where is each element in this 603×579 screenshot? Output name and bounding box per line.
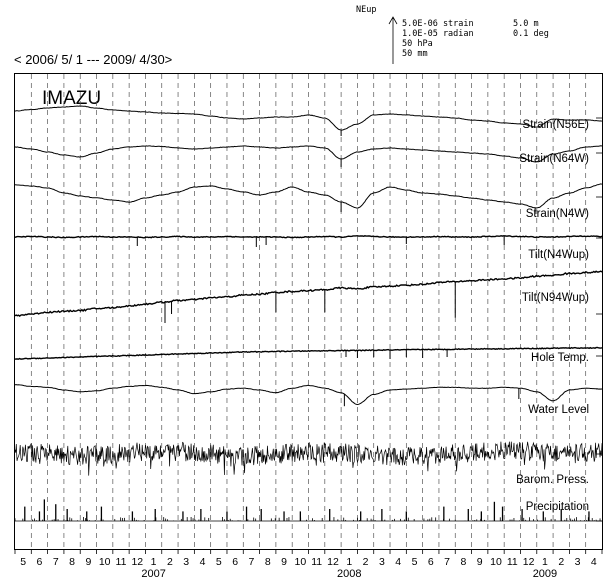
x-year-label: 2008 (337, 568, 361, 579)
x-tick-label: 5 (20, 556, 26, 568)
series-Strain(N56E): Strain(N56E) (14, 105, 603, 136)
period-label: < 2006/ 5/ 1 --- 2009/ 4/30> (14, 52, 172, 67)
x-tick-label: 3 (575, 556, 581, 568)
x-axis: 5 6 7 8 9 10 11 12 1 2 3 4 5 6 7 8 9 10 11 12 1 2 3 4 5 6 7 8 9 10 11 1… (14, 549, 603, 579)
x-tick-label: 10 (99, 556, 111, 568)
x-tick-label: 11 (507, 556, 518, 568)
x-tick-label: 3 (183, 556, 189, 568)
series-label: Hole Temp. (531, 352, 589, 364)
station-label: IMAZU (42, 88, 101, 109)
x-tick-label: 4 (395, 556, 401, 568)
scale-title: NEup (356, 5, 376, 15)
x-tick-label: 2 (558, 556, 564, 568)
scale-row-0-label: 5.0E-06 strain (402, 19, 474, 29)
x-tick-label: 2 (167, 556, 173, 568)
x-tick-label: 1 (346, 556, 352, 568)
series-line (14, 234, 603, 239)
x-tick-label: 2 (363, 556, 369, 568)
x-tick-label: 6 (428, 556, 434, 568)
north-arrow-icon (388, 16, 398, 64)
x-tick-label: 7 (249, 556, 255, 568)
series-layer: Strain(N56E) Strain(N64W) Strain(N4W) Tilt(… (14, 105, 603, 522)
series-label: Tilt(N4Wup) (528, 249, 589, 261)
x-tick-label: 4 (591, 556, 597, 568)
series-label: Strain(N64W) (519, 153, 589, 165)
grid-lines (30, 74, 587, 549)
series-line (14, 441, 603, 476)
series-Precipitation: Precipitation (14, 499, 602, 522)
x-tick-label: 12 (327, 556, 339, 568)
x-tick-label: 1 (542, 556, 548, 568)
x-tick-label: 8 (69, 556, 75, 568)
series-line (14, 183, 603, 209)
x-tick-label: 9 (477, 556, 483, 568)
series-label: Precipitation (526, 501, 589, 513)
x-tick-label: 5 (412, 556, 418, 568)
x-tick-label: 10 (490, 556, 502, 568)
series-Hole Temp.: Hole Temp. (14, 346, 603, 364)
x-tick-label: 7 (53, 556, 59, 568)
x-tick-label: 10 (295, 556, 307, 568)
x-tick-label: 6 (37, 556, 43, 568)
x-year-label: 2009 (533, 568, 557, 579)
scale-row-2-label: 50 hPa (402, 39, 433, 49)
scale-row-1-right: 0.1 deg (513, 29, 549, 39)
series-label: Strain(N4W) (526, 208, 589, 220)
series-line (14, 270, 603, 317)
x-tick-label: 5 (216, 556, 222, 568)
x-tick-label: 7 (444, 556, 450, 568)
series-Tilt(N4Wup): Tilt(N4Wup) (14, 234, 603, 261)
x-tick-label: 12 (523, 556, 535, 568)
series-Strain(N4W): Strain(N4W) (14, 183, 603, 220)
scale-row-1-label: 1.0E-05 radian (402, 29, 474, 39)
series-line (14, 105, 603, 131)
scale-row-0-right: 5.0 m (513, 19, 539, 29)
x-year-label: 2007 (141, 568, 165, 579)
series-Barom. Press.: Barom. Press. (14, 441, 603, 486)
series-Strain(N64W): Strain(N64W) (14, 145, 603, 167)
x-tick-label: 3 (379, 556, 385, 568)
series-label: Tilt(N94Wup) (522, 292, 589, 304)
series-Tilt(N94Wup): Tilt(N94Wup) (14, 270, 603, 323)
series-label: Barom. Press. (516, 474, 589, 486)
x-tick-label: 11 (116, 556, 127, 568)
series-label: Strain(N56E) (523, 119, 590, 131)
series-line (14, 384, 603, 406)
x-tick-label: 9 (85, 556, 91, 568)
x-tick-label: 4 (200, 556, 206, 568)
scale-row-3-label: 50 mm (402, 49, 428, 59)
x-tick-label: 6 (232, 556, 238, 568)
series-line (14, 346, 603, 360)
series-Water Level: Water Level (14, 384, 603, 416)
x-tick-label: 8 (460, 556, 466, 568)
series-line (14, 145, 603, 163)
x-tick-label: 8 (265, 556, 271, 568)
series-label: Water Level (528, 404, 589, 416)
x-tick-label: 9 (281, 556, 287, 568)
x-tick-label: 11 (311, 556, 322, 568)
scale-legend: NEup 5.0E-06 strain 5.0 m 1.0E-05 radian… (356, 5, 549, 64)
x-tick-label: 12 (131, 556, 143, 568)
x-tick-label: 1 (151, 556, 157, 568)
